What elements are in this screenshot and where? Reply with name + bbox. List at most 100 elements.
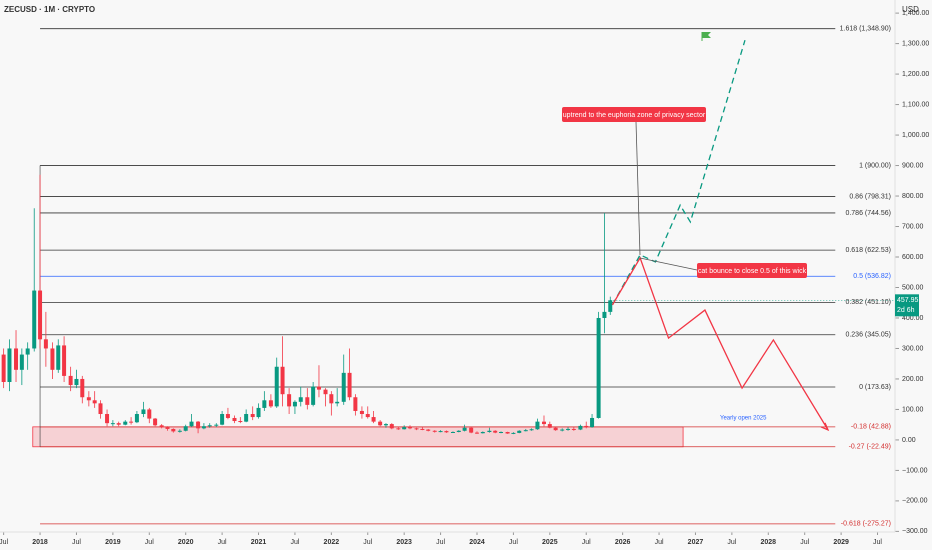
candle-body [68, 375, 73, 386]
candle-body [268, 400, 273, 407]
support-zone [32, 426, 684, 448]
currency-label: USD [902, 5, 919, 14]
chart-title: ZECUSD · 1M · CRYPTO [4, 5, 95, 14]
fib-label: 0.618 (622.53) [845, 247, 891, 254]
candle-body [383, 424, 388, 426]
candle-body [414, 428, 419, 430]
candle-body [171, 428, 176, 432]
fib-label: 1 (900.00) [859, 162, 891, 169]
candle-body [407, 427, 412, 429]
candle-body [547, 424, 552, 428]
fib-label: -0.27 (-22.49) [849, 444, 891, 451]
y-tick-label: 800.00 [902, 193, 924, 200]
candle-body [474, 432, 479, 434]
candle-body [335, 401, 340, 404]
candle-body [62, 345, 67, 376]
candle-body [256, 407, 261, 418]
candle-body [389, 424, 394, 429]
candle-body [444, 431, 449, 433]
x-tick-label: Jul [873, 539, 882, 546]
x-tick-label: Jul [290, 539, 299, 546]
candle-body [553, 427, 558, 431]
candle-body [116, 423, 121, 425]
candle-body [450, 432, 455, 434]
grid-layer [3, 12, 899, 535]
candle-body [105, 414, 110, 424]
candle-body [602, 311, 607, 318]
x-tick-label: 2028 [760, 539, 776, 546]
projection-path [611, 40, 746, 306]
candle-body [189, 421, 194, 427]
x-tick-label: Jul [655, 539, 664, 546]
last-price-tag [895, 294, 919, 317]
candle-body [274, 366, 279, 407]
candle-body [523, 430, 528, 432]
candle-body [305, 397, 310, 405]
candle-body [159, 425, 164, 428]
candle-body [32, 290, 37, 349]
fib-label: 0.5 (536.82) [853, 273, 891, 280]
candle-body [220, 414, 225, 425]
candle-body [535, 421, 540, 430]
x-tick-label: Jul [509, 539, 518, 546]
x-tick-label: Jul [436, 539, 445, 546]
y-tick-label: 200.00 [902, 376, 924, 383]
candle-body [316, 386, 321, 390]
candle-body [207, 425, 212, 427]
candle-body [50, 348, 55, 370]
candle-body [232, 417, 237, 422]
candle-body [432, 430, 437, 432]
candle-body [98, 403, 103, 415]
x-tick-label: 2027 [688, 539, 704, 546]
callout-text: cat bounce to close 0.5 of this wick [698, 268, 807, 275]
candle-body [517, 430, 522, 433]
candle-body [371, 417, 376, 422]
candle-body [292, 401, 297, 407]
candle-body [238, 421, 243, 423]
candle-body [323, 389, 328, 395]
candle-body [298, 397, 303, 402]
candle-body [329, 394, 334, 404]
candle-body [214, 424, 219, 426]
x-tick-label: 2022 [324, 539, 340, 546]
y-tick-label: 400.00 [902, 315, 924, 322]
x-tick-label: 2021 [251, 539, 267, 546]
candle-body [141, 409, 146, 415]
y-tick-label: 1,000.00 [902, 132, 929, 139]
last-price-label: 457.95 [897, 297, 919, 304]
candle-body [578, 425, 583, 430]
candle-body [341, 372, 346, 402]
candle-body [244, 414, 249, 422]
candle-body [92, 400, 97, 404]
candle-body [529, 429, 534, 431]
candle-body [14, 348, 19, 370]
x-tick-label: 2025 [542, 539, 558, 546]
y-tick-label: −200.00 [902, 498, 928, 505]
y-tick-label: −300.00 [902, 528, 928, 535]
x-tick-label: 2020 [178, 539, 194, 546]
x-tick-label: 2026 [615, 539, 631, 546]
x-tick-label: 2019 [105, 539, 121, 546]
x-tick-label: Jul [0, 539, 9, 546]
y-tick-label: 1,400.00 [902, 10, 929, 17]
candle-body [287, 394, 292, 407]
candle-body [480, 432, 485, 434]
candle-body [584, 425, 589, 428]
candle-body [566, 428, 571, 430]
candle-body [511, 432, 516, 434]
candle-body [560, 429, 565, 431]
flag [702, 32, 711, 38]
x-tick-label: Jul [145, 539, 154, 546]
candle-body [225, 414, 230, 418]
candle-body [38, 290, 43, 340]
candle-body [86, 397, 91, 401]
candle-body [165, 427, 170, 429]
candle-body [359, 410, 364, 415]
x-tick-label: Jul [727, 539, 736, 546]
candle-body [353, 397, 358, 411]
candle-body [74, 378, 79, 386]
candle-body [493, 430, 498, 433]
candle-body [7, 348, 12, 383]
candle-body [499, 432, 504, 434]
y-tick-label: −100.00 [902, 467, 928, 474]
